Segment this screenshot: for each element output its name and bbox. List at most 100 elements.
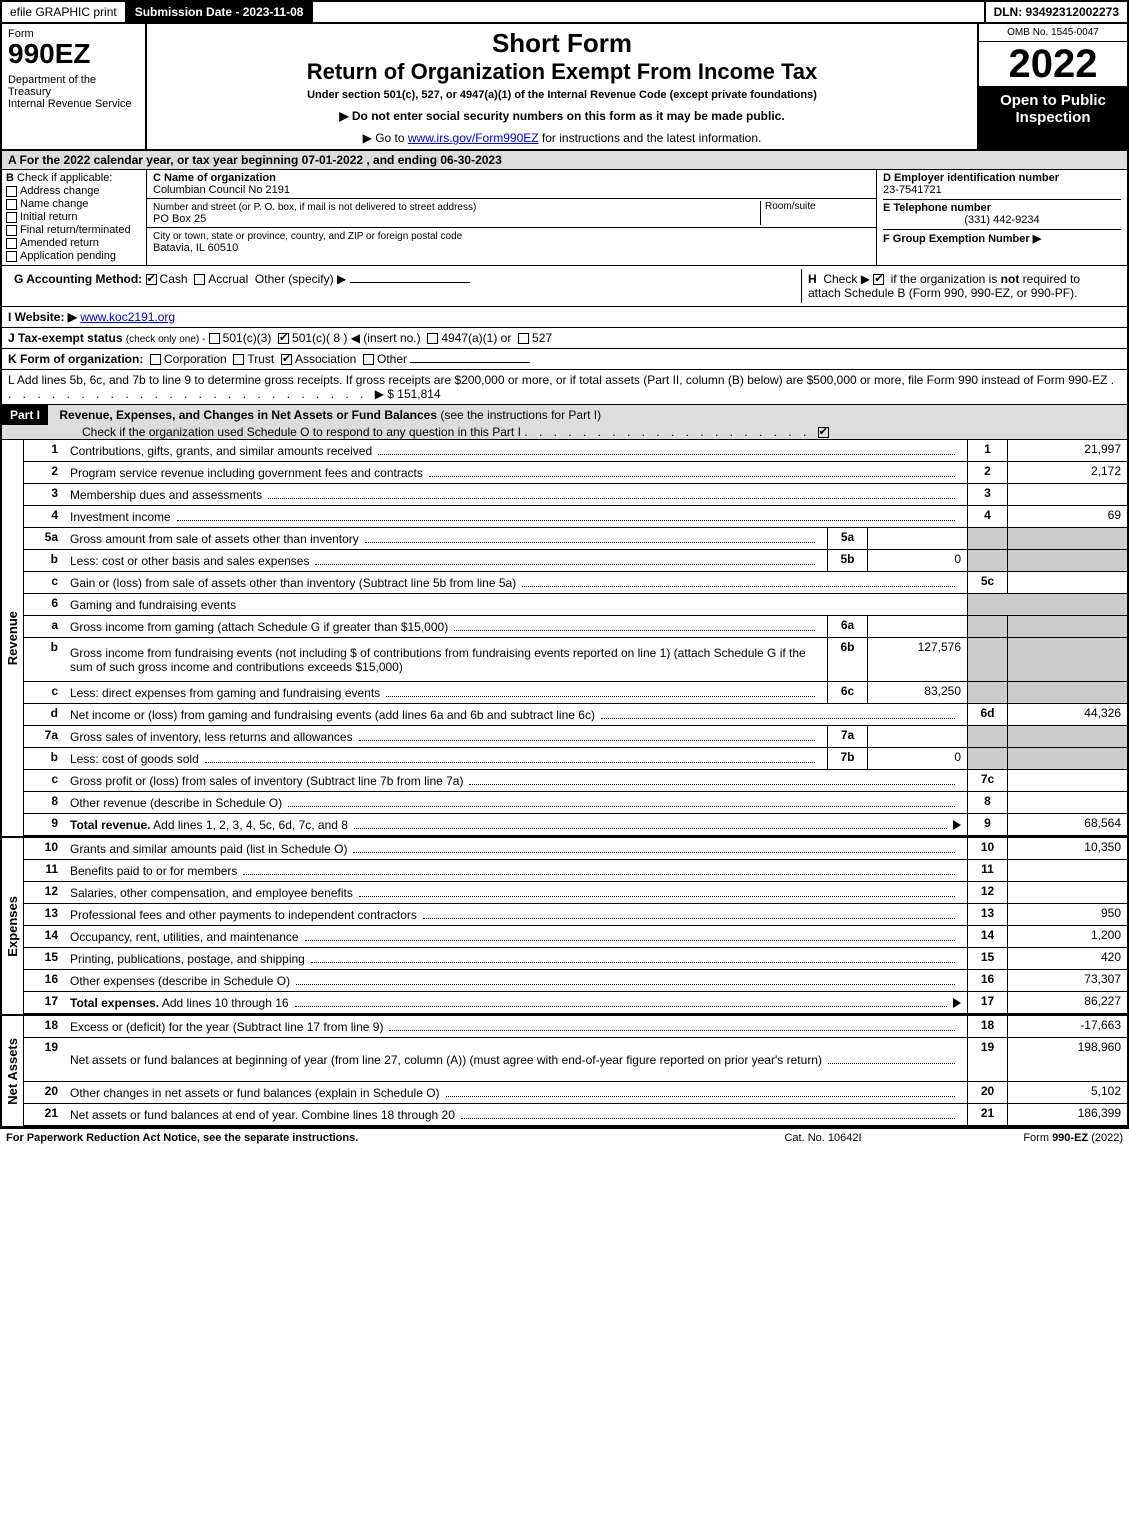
cb-initial-return[interactable]: Initial return [6,211,142,223]
line-desc: Other changes in net assets or fund bala… [64,1082,967,1103]
line-idx: 1 [967,440,1007,461]
cb-name-change[interactable]: Name change [6,198,142,210]
row-j: J Tax-exempt status (check only one) - 5… [0,328,1129,349]
irs-link[interactable]: www.irs.gov/Form990EZ [408,131,539,145]
vlabel-netassets: Net Assets [2,1016,24,1126]
line-value: 1,200 [1007,926,1127,947]
part1-tag: Part I [2,405,48,425]
note-link-line: ▶ Go to www.irs.gov/Form990EZ for instru… [155,131,969,145]
form-number: 990EZ [8,40,139,68]
city-label: City or town, state or province, country… [153,231,462,242]
line-5a: 5aGross amount from sale of assets other… [24,528,1127,550]
i-label: I Website: ▶ [8,310,77,324]
line-number: a [24,616,64,637]
h-label: H [808,272,817,286]
col-c: C Name of organization Columbian Council… [147,170,877,265]
cb-amended[interactable]: Amended return [6,237,142,249]
line-value-grey [1007,616,1127,637]
cb-corp[interactable] [150,354,161,365]
line-c: cLess: direct expenses from gaming and f… [24,682,1127,704]
l-text: L Add lines 5b, 6c, and 7b to line 9 to … [8,373,1107,387]
submission-date: Submission Date - 2023-11-08 [127,2,314,22]
line-1: 1Contributions, gifts, grants, and simil… [24,440,1127,462]
cb-accrual[interactable] [194,274,205,285]
line-17: 17Total expenses. Add lines 10 through 1… [24,992,1127,1014]
addr-label: Number and street (or P. O. box, if mail… [153,202,476,213]
line-b: bLess: cost of goods sold7b0 [24,748,1127,770]
line-idx: 9 [967,814,1007,835]
cb-4947[interactable] [427,333,438,344]
line-desc: Less: cost of goods sold [64,748,827,769]
line-idx-grey [967,616,1007,637]
row-gh: G Accounting Method: Cash Accrual Other … [0,266,1129,307]
line-idx: 19 [967,1038,1007,1081]
cb-cash[interactable] [146,274,157,285]
line-value: 69 [1007,506,1127,527]
g-other: Other (specify) ▶ [255,272,346,286]
cb-address-change[interactable]: Address change [6,185,142,197]
line-19: 19Net assets or fund balances at beginni… [24,1038,1127,1082]
k-label: K Form of organization: [8,352,143,366]
page-footer: For Paperwork Reduction Act Notice, see … [0,1128,1129,1147]
subline-idx: 6c [827,682,867,703]
line-15: 15Printing, publications, postage, and s… [24,948,1127,970]
line-7a: 7aGross sales of inventory, less returns… [24,726,1127,748]
line-desc: Membership dues and assessments [64,484,967,505]
line-idx: 6d [967,704,1007,725]
line-idx: 5c [967,572,1007,593]
line-value-grey [1007,528,1127,549]
section-a: A For the 2022 calendar year, or tax yea… [0,151,1129,170]
line-idx: 7c [967,770,1007,791]
line-value: 420 [1007,948,1127,969]
line-14: 14Occupancy, rent, utilities, and mainte… [24,926,1127,948]
subline-idx: 5b [827,550,867,571]
cb-501c3[interactable] [209,333,220,344]
line-value: 5,102 [1007,1082,1127,1103]
row-bcdef: B Check if applicable: Address change Na… [0,170,1129,266]
line-number: 1 [24,440,64,461]
line-20: 20Other changes in net assets or fund ba… [24,1082,1127,1104]
line-idx: 15 [967,948,1007,969]
subline-value: 127,576 [867,638,967,681]
subline-idx: 6b [827,638,867,681]
row-k: K Form of organization: Corporation Trus… [0,349,1129,370]
line-d: dNet income or (loss) from gaming and fu… [24,704,1127,726]
line-number: c [24,770,64,791]
cb-schedule-b[interactable] [873,274,884,285]
line-number: 4 [24,506,64,527]
line-b: bLess: cost or other basis and sales exp… [24,550,1127,572]
line-9: 9Total revenue. Add lines 1, 2, 3, 4, 5c… [24,814,1127,836]
line-desc: Salaries, other compensation, and employ… [64,882,967,903]
row-i: I Website: ▶ www.koc2191.org [0,307,1129,328]
website-link[interactable]: www.koc2191.org [80,310,175,324]
cb-trust[interactable] [233,354,244,365]
line-value [1007,572,1127,593]
line-number: 15 [24,948,64,969]
line-number: 17 [24,992,64,1013]
cb-schedule-o[interactable] [818,427,829,438]
line-idx: 20 [967,1082,1007,1103]
department: Department of the Treasury Internal Reve… [8,74,139,110]
title-return: Return of Organization Exempt From Incom… [155,59,969,85]
cb-501c[interactable] [278,333,289,344]
subline-idx: 7a [827,726,867,747]
cb-pending[interactable]: Application pending [6,250,142,262]
org-city-block: City or town, state or province, country… [147,228,876,256]
line-a: aGross income from gaming (attach Schedu… [24,616,1127,638]
line-idx-grey [967,726,1007,747]
line-number: b [24,638,64,681]
part1-header: Part I Revenue, Expenses, and Changes in… [0,405,1129,440]
footer-right: Form 990-EZ (2022) [923,1132,1123,1144]
cb-527[interactable] [518,333,529,344]
cb-assoc[interactable] [281,354,292,365]
line-idx: 14 [967,926,1007,947]
line-idx: 13 [967,904,1007,925]
footer-center: Cat. No. 10642I [723,1132,923,1144]
line-desc: Other expenses (describe in Schedule O) [64,970,967,991]
line-desc: Contributions, gifts, grants, and simila… [64,440,967,461]
line-idx: 18 [967,1016,1007,1037]
subline-idx: 5a [827,528,867,549]
cb-final-return[interactable]: Final return/terminated [6,224,142,236]
line-idx: 10 [967,838,1007,859]
cb-other-org[interactable] [363,354,374,365]
